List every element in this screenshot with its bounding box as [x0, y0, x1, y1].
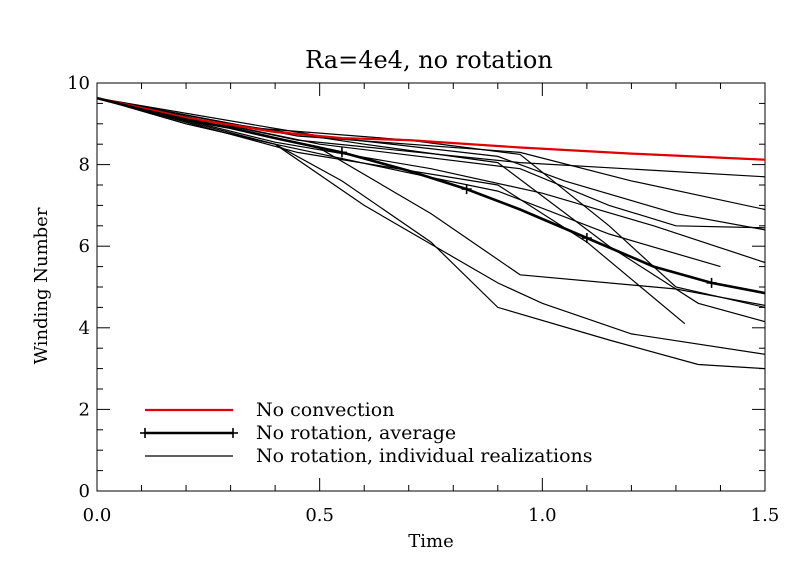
- realization-line-7: [96, 97, 686, 325]
- realization-line-11: [96, 97, 766, 355]
- x-tick-label: 0.0: [83, 505, 112, 526]
- x-tick-label: 1.0: [528, 505, 557, 526]
- y-tick-label: 8: [79, 155, 90, 176]
- x-tick-label: 1.5: [751, 505, 780, 526]
- axis-tick-labels: 0.0 0.5 1.0 1.5 0 2 4 6 8 10: [67, 73, 779, 526]
- y-axis-label: Winding Number: [31, 207, 52, 364]
- realization-line-4: [96, 97, 766, 229]
- chart-title: Ra=4e4, no rotation: [305, 46, 553, 74]
- average-line: [96, 96, 766, 295]
- realization-line-12: [96, 97, 766, 370]
- realization-line-9: [96, 97, 766, 308]
- x-axis-label: Time: [408, 531, 453, 552]
- realization-line-1: [96, 97, 766, 178]
- realization-line-6: [96, 97, 721, 268]
- legend-label-average: No rotation, average: [256, 422, 456, 444]
- y-tick-label: 2: [79, 399, 90, 420]
- axis-ticks: [96, 82, 766, 492]
- y-tick-label: 0: [79, 481, 90, 502]
- series-layer: [96, 96, 766, 370]
- y-tick-label: 10: [67, 73, 90, 94]
- no-convection-line: [96, 97, 766, 161]
- x-tick-label: 0.5: [305, 505, 334, 526]
- y-tick-label: 6: [79, 236, 90, 257]
- legend-label-red: No convection: [256, 399, 394, 421]
- legend-label-thin: No rotation, individual realizations: [256, 445, 593, 467]
- y-tick-label: 4: [79, 318, 90, 339]
- realization-line-5: [96, 97, 766, 264]
- realization-line-10: [96, 97, 766, 306]
